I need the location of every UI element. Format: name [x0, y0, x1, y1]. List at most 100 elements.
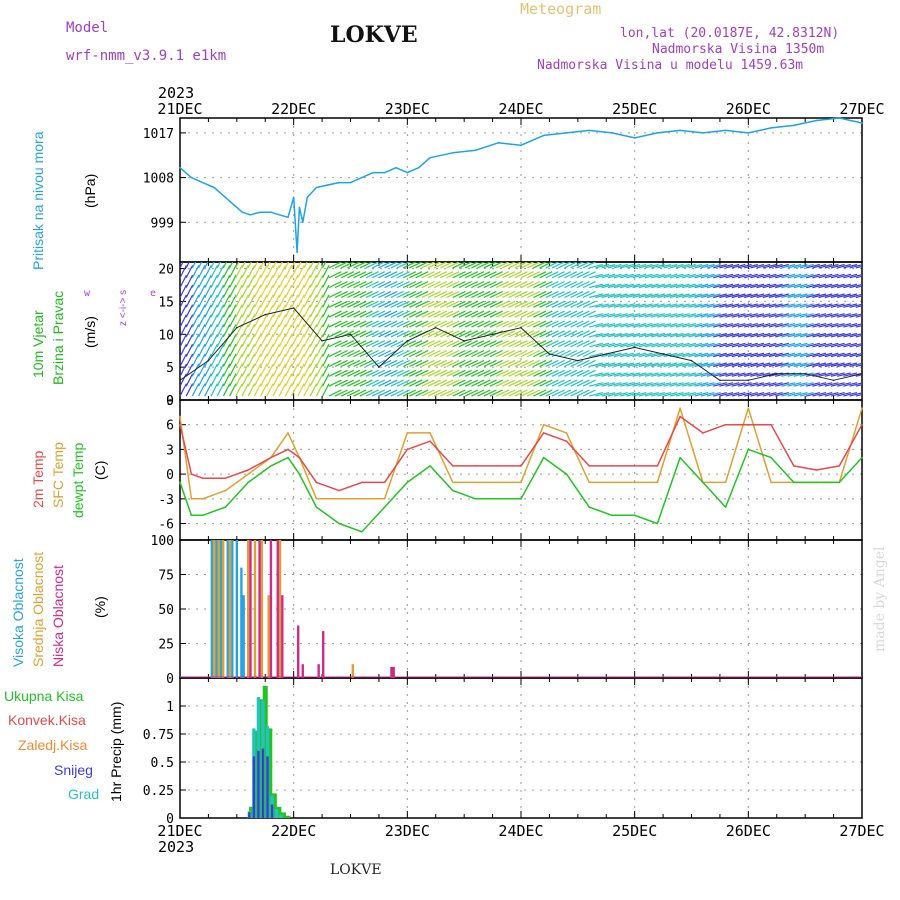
wind-barb [638, 323, 653, 328]
wind-barb [402, 379, 417, 387]
wind-barb [725, 283, 740, 289]
wind-barb [303, 262, 308, 269]
wind-barb [210, 363, 218, 377]
wind-barb [675, 293, 690, 299]
wind-barb [557, 379, 572, 387]
wind-barb [589, 392, 603, 397]
wind-barb [210, 284, 218, 298]
wind-barb [713, 303, 727, 308]
wind-barb [818, 382, 833, 387]
precip-bar-snow [257, 750, 260, 818]
wind-barb [180, 334, 187, 348]
wind-barb [644, 382, 659, 387]
wind-barb [198, 343, 206, 357]
wind-barb [526, 262, 541, 269]
wind-dir-legend-w: w [84, 288, 91, 299]
wind-barb [545, 340, 559, 348]
wind-barb [533, 330, 547, 338]
pressure-line-point [306, 196, 309, 199]
wind-barb [793, 323, 808, 328]
wind-barb [433, 349, 448, 358]
wind-barb [191, 373, 200, 387]
wind-barb [787, 323, 802, 328]
wind-barb [291, 294, 299, 308]
wind-barb [806, 273, 820, 279]
pressure-line-point [361, 176, 363, 179]
year-bottom: 2023 [158, 838, 195, 856]
wind-barb [520, 320, 534, 328]
wind-barb [601, 303, 616, 308]
wind-barb [241, 363, 249, 377]
wind-barb [247, 304, 256, 318]
wind-barb [433, 271, 448, 279]
wind-barb [551, 280, 565, 289]
wind-barb [278, 353, 287, 367]
dewpt-line-point [611, 514, 613, 517]
wind-barb [626, 332, 641, 338]
wind-barb [185, 262, 190, 269]
wind-barb [365, 340, 379, 348]
precip-bar-snow [248, 812, 251, 818]
temp-2m-line-point [702, 432, 704, 434]
wind-barb [396, 379, 410, 387]
wind-barb [744, 293, 758, 299]
wind-barb [371, 280, 386, 289]
wind-barb [247, 284, 256, 298]
wind-barb [365, 349, 379, 358]
wind-barb [824, 293, 839, 299]
wind-speed-line-point [633, 346, 636, 349]
wind-barb [396, 369, 410, 377]
wind-barb [799, 372, 814, 377]
wind-barb [570, 379, 584, 387]
wind-barb [526, 349, 541, 358]
wind-barb [719, 372, 734, 377]
wind-barb [731, 303, 746, 308]
wind-barb [340, 349, 355, 358]
wind-barb [241, 383, 249, 397]
wind-barb [595, 303, 610, 308]
wind-barb [384, 340, 398, 348]
wind-barb [508, 320, 522, 328]
wind-barb [409, 389, 423, 397]
wind-barb [502, 262, 516, 269]
wind-barb [247, 294, 256, 308]
wind-barb [229, 265, 237, 279]
wind-barb [613, 263, 628, 269]
wind-barb [620, 342, 634, 348]
wind-barb [409, 359, 423, 368]
wind-barb [384, 320, 398, 328]
wind-barb [421, 369, 435, 377]
wind-barb [489, 349, 503, 358]
wind-barb [756, 293, 771, 299]
wind-barb [706, 283, 721, 289]
temp-2m-line-point [793, 465, 795, 467]
wind-barb [725, 323, 740, 328]
wind-barb [489, 379, 503, 387]
wind-barb [787, 332, 802, 338]
wind-barb [799, 283, 814, 289]
precip-bar-snow [252, 756, 256, 818]
wind-barb [297, 373, 305, 387]
wind-barb [260, 383, 268, 397]
wind-barb [378, 389, 392, 397]
pressure-line-point [793, 124, 795, 127]
wind-barb [433, 262, 448, 269]
wind-barb [477, 340, 491, 348]
wind-barb [669, 382, 684, 387]
dewpt-line-point [224, 506, 227, 508]
wind-barb [229, 294, 237, 308]
wind-barb [632, 352, 647, 358]
wind-barb [210, 373, 218, 387]
wind-barb [210, 334, 218, 348]
wind-barb [545, 389, 559, 397]
wind-barb [688, 283, 703, 289]
wind-barb [824, 362, 839, 368]
wind-speed-line-point [804, 372, 806, 375]
dewpt-line-point [770, 456, 772, 459]
wind-barb [756, 362, 771, 368]
wind-barb [806, 323, 820, 328]
wind-barb [253, 353, 262, 367]
wind-barb [185, 304, 194, 318]
wind-barb [328, 262, 342, 269]
wind-barb [762, 372, 777, 377]
